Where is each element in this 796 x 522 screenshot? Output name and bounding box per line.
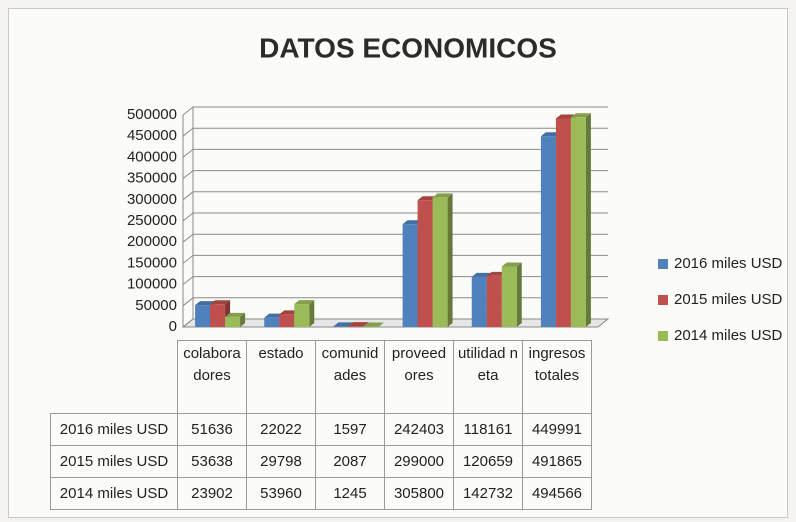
table-value: 299000 (384, 445, 454, 478)
grid-line (182, 127, 608, 137)
table-value: 29798 (246, 445, 316, 478)
bar (555, 118, 571, 327)
table-value: 491865 (522, 445, 592, 478)
table-row: 2014 miles USD 23902 53960 1245 305800 142732… (50, 477, 592, 510)
category-label: proveedores (384, 340, 454, 414)
table-value: 449991 (522, 413, 592, 446)
table-row: 2016 miles USD 51636 22022 1597 242403 118161… (50, 413, 592, 446)
table-value: 53638 (177, 445, 247, 478)
y-tick-label: 150000 (127, 254, 177, 271)
bar-top (294, 300, 315, 305)
grid-line (182, 191, 608, 201)
bar-side (516, 262, 522, 327)
bar (570, 117, 586, 327)
bar-top (501, 262, 522, 267)
category-label: colaboradores (177, 340, 247, 414)
grid-line (182, 254, 608, 264)
y-tick-label: 250000 (127, 212, 177, 229)
legend-label: 2014 miles USD (674, 327, 783, 344)
table-value: 2087 (315, 445, 385, 478)
row-label: 2016 miles USD (50, 413, 178, 446)
category-label: ingresos totales (522, 340, 592, 414)
table-value: 305800 (384, 477, 454, 510)
bar-top (333, 322, 354, 327)
y-tick-label: 300000 (127, 191, 177, 208)
table-value: 23902 (177, 477, 247, 510)
bar (195, 305, 211, 327)
bar-side (447, 193, 453, 327)
category-label: comunidades (315, 340, 385, 414)
bar (540, 136, 556, 327)
table-value: 1245 (315, 477, 385, 510)
bar-top (225, 312, 246, 317)
grid-line (182, 170, 608, 179)
category-label: estado (246, 340, 316, 414)
table-row: 2015 miles USD 53638 29798 2087 299000 120659… (50, 445, 592, 478)
y-tick-label: 400000 (127, 148, 177, 165)
table-value: 142732 (453, 477, 523, 510)
bar (333, 326, 349, 327)
y-tick-label: 100000 (127, 276, 177, 293)
grid-line (182, 276, 608, 285)
bar (501, 266, 517, 327)
table-value: 1597 (315, 413, 385, 446)
bar-top (363, 322, 384, 327)
table-value: 120659 (453, 445, 523, 478)
bar (417, 200, 433, 327)
y-tick-label: 0 (169, 318, 177, 335)
table-value: 242403 (384, 413, 454, 446)
y-tick-label: 350000 (127, 170, 177, 187)
legend-swatch (658, 259, 668, 269)
y-tick-label: 500000 (127, 106, 177, 123)
row-label: 2014 miles USD (50, 477, 178, 510)
legend-swatch (658, 331, 668, 341)
legend-swatch (658, 295, 668, 305)
bar-top (432, 193, 453, 198)
bar (294, 304, 310, 327)
bar-top (570, 113, 591, 118)
grid-line (182, 106, 608, 116)
bar (363, 326, 379, 327)
grid-line (182, 297, 608, 307)
table-value: 118161 (453, 413, 523, 446)
row-label: 2015 miles USD (50, 445, 178, 478)
table-header-row: colaboradores estado comunidades proveedore… (50, 340, 592, 414)
y-tick-label: 200000 (127, 233, 177, 250)
category-label: utilidad neta (453, 340, 523, 414)
bar (279, 314, 295, 327)
table-value: 51636 (177, 413, 247, 446)
table-value: 494566 (522, 477, 592, 510)
bar (348, 326, 364, 327)
bar (264, 317, 280, 327)
y-tick-label: 50000 (135, 297, 177, 314)
bar-side (585, 113, 591, 327)
y-tick-label: 450000 (127, 127, 177, 144)
bar-side (378, 322, 384, 327)
bar (486, 275, 502, 327)
bar (402, 224, 418, 327)
bar (210, 304, 226, 327)
grid-line (182, 148, 608, 158)
table-value: 53960 (246, 477, 316, 510)
grid-line (182, 318, 608, 328)
grid-line (182, 212, 608, 222)
bar-top (210, 300, 231, 305)
bar-side (240, 312, 246, 327)
table-corner (50, 340, 178, 414)
legend-label: 2015 miles USD (674, 291, 783, 308)
legend-label: 2016 miles USD (674, 255, 783, 272)
bar-top (348, 322, 369, 327)
data-table: colaboradores estado comunidades proveedore… (50, 340, 592, 510)
table-value: 22022 (246, 413, 316, 446)
bar (225, 316, 241, 327)
grid-line (182, 233, 608, 243)
bar (432, 197, 448, 327)
bar (471, 276, 487, 327)
bar-side (309, 300, 315, 327)
chart-title: DATOS ECONOMICOS (259, 32, 557, 63)
bar-top (195, 301, 216, 306)
